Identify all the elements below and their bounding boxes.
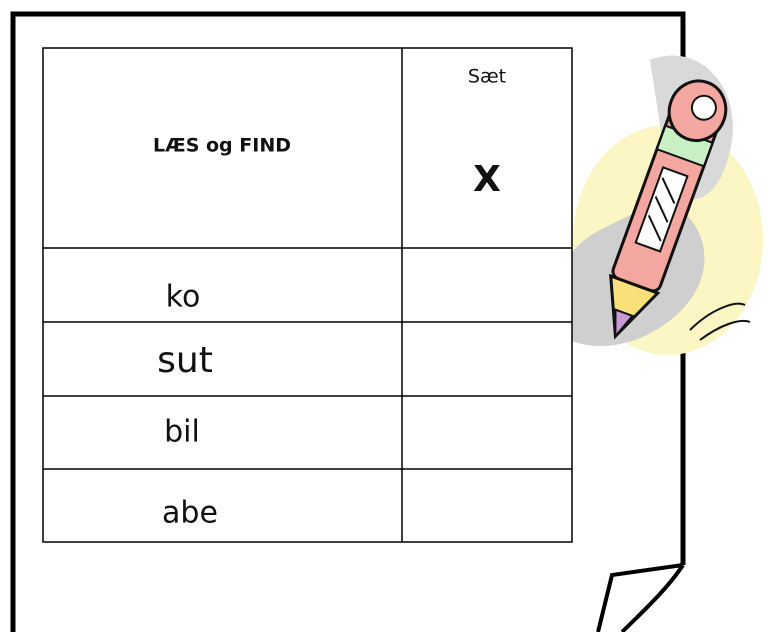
word: abe [162, 496, 218, 531]
word: sut [157, 340, 213, 381]
word: ko [166, 280, 201, 315]
header-title: LÆS og FIND [153, 135, 291, 157]
table [42, 47, 573, 543]
paper-curl [596, 563, 685, 632]
header-mark-symbol: X [473, 159, 501, 200]
pencil-clipart [552, 55, 763, 355]
word: bil [164, 415, 200, 450]
header-mark-title: Sæt [468, 66, 506, 88]
